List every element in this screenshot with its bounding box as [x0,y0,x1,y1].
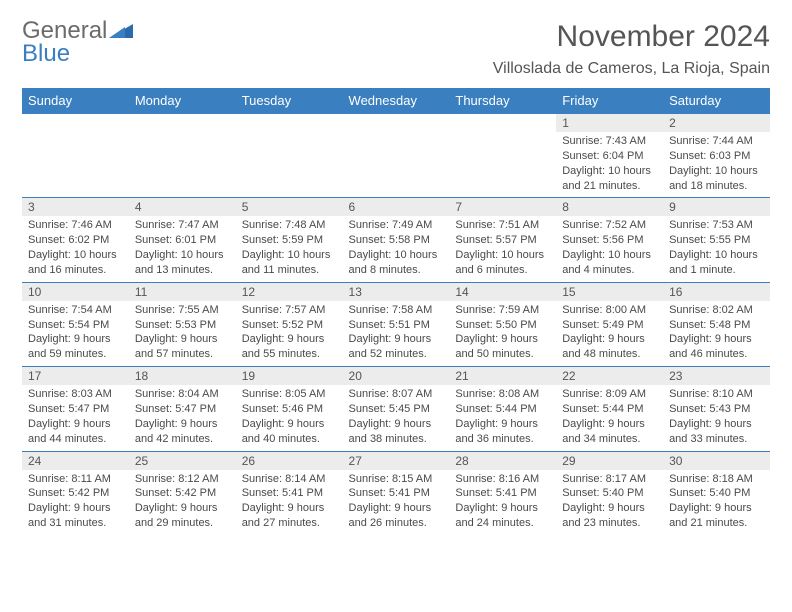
day-detail-cell: Sunrise: 8:08 AMSunset: 5:44 PMDaylight:… [449,385,556,451]
day-number-cell: 11 [129,282,236,301]
day-detail-cell: Sunrise: 8:12 AMSunset: 5:42 PMDaylight:… [129,470,236,535]
daynum-row: 12 [22,114,770,133]
day-detail-cell: Sunrise: 8:00 AMSunset: 5:49 PMDaylight:… [556,301,663,367]
day-header: Friday [556,88,663,114]
day-header: Sunday [22,88,129,114]
day-detail-cell: Sunrise: 7:59 AMSunset: 5:50 PMDaylight:… [449,301,556,367]
day-header: Thursday [449,88,556,114]
calendar-table: Sunday Monday Tuesday Wednesday Thursday… [22,88,770,535]
day-number-cell [343,114,450,133]
day-detail-cell: Sunrise: 8:03 AMSunset: 5:47 PMDaylight:… [22,385,129,451]
day-number-cell: 27 [343,451,450,470]
day-number-cell: 5 [236,198,343,217]
day-number-cell: 10 [22,282,129,301]
logo: General Blue [22,20,133,66]
day-header: Saturday [663,88,770,114]
day-detail-cell: Sunrise: 7:48 AMSunset: 5:59 PMDaylight:… [236,216,343,282]
detail-row: Sunrise: 8:11 AMSunset: 5:42 PMDaylight:… [22,470,770,535]
day-detail-cell: Sunrise: 8:18 AMSunset: 5:40 PMDaylight:… [663,470,770,535]
day-detail-cell: Sunrise: 7:57 AMSunset: 5:52 PMDaylight:… [236,301,343,367]
day-number-cell: 1 [556,114,663,133]
day-number-cell: 30 [663,451,770,470]
day-detail-cell [343,132,450,198]
day-detail-cell: Sunrise: 8:15 AMSunset: 5:41 PMDaylight:… [343,470,450,535]
day-number-cell: 15 [556,282,663,301]
day-detail-cell: Sunrise: 7:46 AMSunset: 6:02 PMDaylight:… [22,216,129,282]
day-number-cell: 23 [663,367,770,386]
day-detail-cell: Sunrise: 8:07 AMSunset: 5:45 PMDaylight:… [343,385,450,451]
day-number-cell [449,114,556,133]
day-detail-cell: Sunrise: 7:54 AMSunset: 5:54 PMDaylight:… [22,301,129,367]
day-detail-cell: Sunrise: 8:02 AMSunset: 5:48 PMDaylight:… [663,301,770,367]
day-number-cell: 28 [449,451,556,470]
day-detail-cell: Sunrise: 8:09 AMSunset: 5:44 PMDaylight:… [556,385,663,451]
day-detail-cell: Sunrise: 8:14 AMSunset: 5:41 PMDaylight:… [236,470,343,535]
day-header: Monday [129,88,236,114]
day-detail-cell: Sunrise: 7:44 AMSunset: 6:03 PMDaylight:… [663,132,770,198]
day-detail-cell: Sunrise: 7:43 AMSunset: 6:04 PMDaylight:… [556,132,663,198]
day-number-cell: 24 [22,451,129,470]
day-number-cell: 19 [236,367,343,386]
daynum-row: 10111213141516 [22,282,770,301]
day-number-cell: 3 [22,198,129,217]
day-detail-cell [236,132,343,198]
month-title: November 2024 [493,20,770,54]
day-number-cell: 6 [343,198,450,217]
day-number-cell: 25 [129,451,236,470]
day-number-cell: 16 [663,282,770,301]
day-detail-cell: Sunrise: 8:17 AMSunset: 5:40 PMDaylight:… [556,470,663,535]
daynum-row: 3456789 [22,198,770,217]
day-detail-cell: Sunrise: 8:05 AMSunset: 5:46 PMDaylight:… [236,385,343,451]
day-detail-cell: Sunrise: 7:58 AMSunset: 5:51 PMDaylight:… [343,301,450,367]
logo-text: General Blue [22,20,133,66]
day-header: Wednesday [343,88,450,114]
day-detail-cell: Sunrise: 7:49 AMSunset: 5:58 PMDaylight:… [343,216,450,282]
day-number-cell: 2 [663,114,770,133]
day-number-cell: 22 [556,367,663,386]
day-detail-cell: Sunrise: 8:11 AMSunset: 5:42 PMDaylight:… [22,470,129,535]
detail-row: Sunrise: 7:43 AMSunset: 6:04 PMDaylight:… [22,132,770,198]
day-number-cell: 4 [129,198,236,217]
logo-triangle-icon [109,20,133,43]
header: General Blue November 2024 Villoslada de… [22,20,770,78]
day-detail-cell [449,132,556,198]
detail-row: Sunrise: 7:54 AMSunset: 5:54 PMDaylight:… [22,301,770,367]
day-number-cell: 26 [236,451,343,470]
day-header: Tuesday [236,88,343,114]
location: Villoslada de Cameros, La Rioja, Spain [493,60,770,78]
day-detail-cell: Sunrise: 7:53 AMSunset: 5:55 PMDaylight:… [663,216,770,282]
day-number-cell: 8 [556,198,663,217]
day-number-cell: 18 [129,367,236,386]
day-detail-cell: Sunrise: 7:47 AMSunset: 6:01 PMDaylight:… [129,216,236,282]
day-number-cell: 20 [343,367,450,386]
day-number-cell [129,114,236,133]
day-number-cell: 13 [343,282,450,301]
day-number-cell: 17 [22,367,129,386]
day-number-cell: 7 [449,198,556,217]
day-number-cell: 12 [236,282,343,301]
day-number-cell: 9 [663,198,770,217]
day-detail-cell: Sunrise: 8:16 AMSunset: 5:41 PMDaylight:… [449,470,556,535]
detail-row: Sunrise: 7:46 AMSunset: 6:02 PMDaylight:… [22,216,770,282]
day-number-cell: 21 [449,367,556,386]
detail-row: Sunrise: 8:03 AMSunset: 5:47 PMDaylight:… [22,385,770,451]
day-number-cell [236,114,343,133]
day-number-cell: 14 [449,282,556,301]
logo-line2: Blue [22,40,70,67]
day-detail-cell [22,132,129,198]
daynum-row: 24252627282930 [22,451,770,470]
day-detail-cell: Sunrise: 7:52 AMSunset: 5:56 PMDaylight:… [556,216,663,282]
day-detail-cell: Sunrise: 7:55 AMSunset: 5:53 PMDaylight:… [129,301,236,367]
day-header-row: Sunday Monday Tuesday Wednesday Thursday… [22,88,770,114]
day-number-cell [22,114,129,133]
day-detail-cell [129,132,236,198]
daynum-row: 17181920212223 [22,367,770,386]
day-detail-cell: Sunrise: 8:04 AMSunset: 5:47 PMDaylight:… [129,385,236,451]
day-number-cell: 29 [556,451,663,470]
day-detail-cell: Sunrise: 7:51 AMSunset: 5:57 PMDaylight:… [449,216,556,282]
day-detail-cell: Sunrise: 8:10 AMSunset: 5:43 PMDaylight:… [663,385,770,451]
title-block: November 2024 Villoslada de Cameros, La … [493,20,770,78]
